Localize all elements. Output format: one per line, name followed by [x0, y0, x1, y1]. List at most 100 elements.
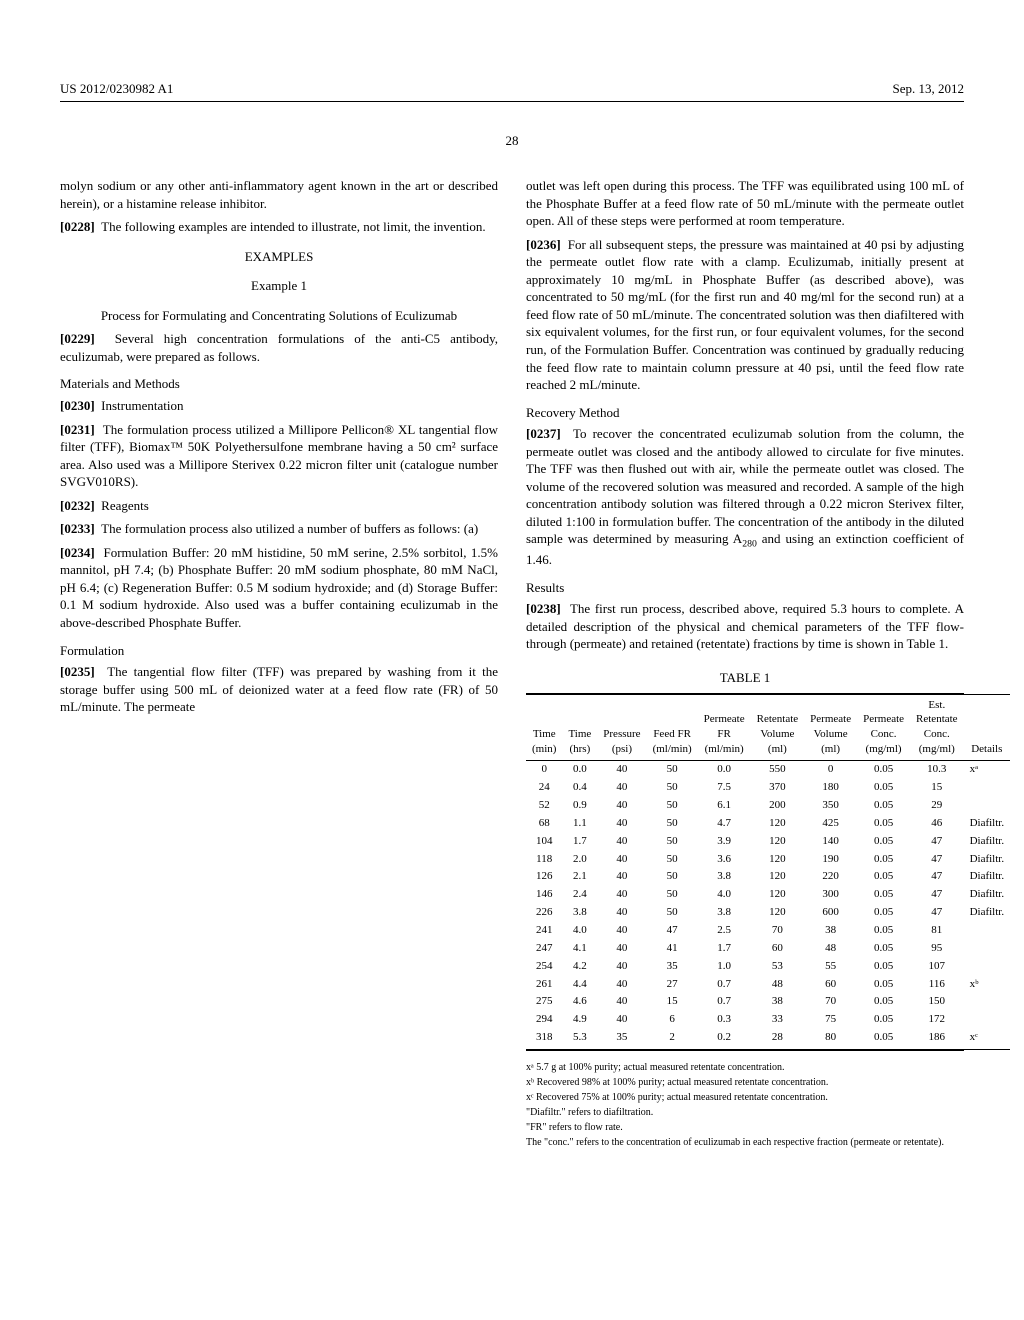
- table-cell: 0.7: [698, 993, 751, 1011]
- table-header-cell: Est. Retentate Conc.(mg/ml): [910, 694, 964, 760]
- para-num: [0231]: [60, 422, 95, 437]
- table-cell: 120: [751, 886, 805, 904]
- para-0233: [0233] The formulation process also util…: [60, 520, 498, 538]
- table-cell: 47: [910, 850, 964, 868]
- table-cell: 35: [597, 1029, 646, 1050]
- table-cell: 0.05: [857, 1029, 910, 1050]
- footnote-line: xᵃ 5.7 g at 100% purity; actual measured…: [526, 1061, 964, 1075]
- table-header-cell: Permeate FR(ml/min): [698, 694, 751, 760]
- table-cell: 29: [910, 797, 964, 815]
- table-row: 2474.140411.760480.0595: [526, 939, 1010, 957]
- table-cell: 4.4: [562, 975, 597, 993]
- table-cell: 0.05: [857, 957, 910, 975]
- table-cell: 46: [910, 814, 964, 832]
- table-cell: 60: [751, 939, 805, 957]
- page-header: US 2012/0230982 A1 Sep. 13, 2012: [60, 80, 964, 102]
- table-cell: [964, 921, 1011, 939]
- table-cell: 70: [751, 921, 805, 939]
- table-header-cell: Pressure(psi): [597, 694, 646, 760]
- table-cell: 47: [910, 904, 964, 922]
- para-text: The first run process, described above, …: [526, 601, 964, 651]
- table-cell: 146: [526, 886, 562, 904]
- table-cell: 300: [804, 886, 857, 904]
- table-cell: 4.2: [562, 957, 597, 975]
- table-cell: 50: [647, 760, 698, 778]
- table-cell: Diafiltr.: [964, 904, 1011, 922]
- footnote-line: "FR" refers to flow rate.: [526, 1121, 964, 1135]
- table-body: 00.040500.055000.0510.3xᵃ240.440507.5370…: [526, 760, 1010, 1049]
- para-0237: [0237] To recover the concentrated eculi…: [526, 425, 964, 569]
- table-cell: 120: [751, 832, 805, 850]
- table-row: 240.440507.53701800.0515: [526, 779, 1010, 797]
- para-text: Several high concentration formulations …: [60, 331, 498, 364]
- table-cell: 116: [910, 975, 964, 993]
- table-cell: 0.05: [857, 832, 910, 850]
- table-cell: 2.0: [562, 850, 597, 868]
- table-cell: 70: [804, 993, 857, 1011]
- table-cell: 95: [910, 939, 964, 957]
- table-cell: [964, 1011, 1011, 1029]
- table-cell: 6.1: [698, 797, 751, 815]
- table-cell: 40: [597, 1011, 646, 1029]
- table-cell: 80: [804, 1029, 857, 1050]
- table-cell: 40: [597, 760, 646, 778]
- table-cell: 0.05: [857, 850, 910, 868]
- table-cell: 75: [804, 1011, 857, 1029]
- table-row: 1462.440504.01203000.0547Diafiltr.: [526, 886, 1010, 904]
- table-row: 1182.040503.61201900.0547Diafiltr.: [526, 850, 1010, 868]
- table-cell: 40: [597, 832, 646, 850]
- table-cell: 0.0: [562, 760, 597, 778]
- table-cell: 68: [526, 814, 562, 832]
- table-cell: 1.7: [562, 832, 597, 850]
- data-table: Time(min)Time(hrs)Pressure(psi)Feed FR(m…: [526, 694, 1010, 1050]
- table-cell: 0.3: [698, 1011, 751, 1029]
- table-cell: 47: [647, 921, 698, 939]
- table-cell: Diafiltr.: [964, 814, 1011, 832]
- table-row: 1262.140503.81202200.0547Diafiltr.: [526, 868, 1010, 886]
- table-cell: 275: [526, 993, 562, 1011]
- table-cell: 0.05: [857, 886, 910, 904]
- table-cell: 4.0: [698, 886, 751, 904]
- table-cell: 0.05: [857, 939, 910, 957]
- table-cell: 550: [751, 760, 805, 778]
- table-cell: 0.05: [857, 797, 910, 815]
- table-cell: 0: [526, 760, 562, 778]
- table-cell: 120: [751, 814, 805, 832]
- para-0228: [0228] The following examples are intend…: [60, 218, 498, 236]
- table-cell: 425: [804, 814, 857, 832]
- table-cell: 33: [751, 1011, 805, 1029]
- table-cell: 50: [647, 868, 698, 886]
- table-cell: 48: [804, 939, 857, 957]
- table-cell: 226: [526, 904, 562, 922]
- table-1: TABLE 1 Time(min)Time(hrs)Pressure(psi)F…: [526, 669, 964, 1150]
- table-cell: 50: [647, 886, 698, 904]
- table-cell: 52: [526, 797, 562, 815]
- table-cell: xᵃ: [964, 760, 1011, 778]
- para-num: [0228]: [60, 219, 95, 234]
- right-column: outlet was left open during this process…: [526, 177, 964, 1151]
- table-cell: 60: [804, 975, 857, 993]
- table-cell: 4.7: [698, 814, 751, 832]
- table-cell: 41: [647, 939, 698, 957]
- table-cell: 190: [804, 850, 857, 868]
- table-cell: 120: [751, 868, 805, 886]
- table-cell: 4.9: [562, 1011, 597, 1029]
- para-text: The formulation process also utilized a …: [101, 521, 478, 536]
- table-cell: 261: [526, 975, 562, 993]
- table-cell: 28: [751, 1029, 805, 1050]
- table-cell: 50: [647, 850, 698, 868]
- table-row: 520.940506.12003500.0529: [526, 797, 1010, 815]
- publication-date: Sep. 13, 2012: [893, 80, 965, 98]
- table-cell: 15: [910, 779, 964, 797]
- table-cell: 40: [597, 797, 646, 815]
- table-row: 2614.440270.748600.05116xᵇ: [526, 975, 1010, 993]
- text-columns: molyn sodium or any other anti-inflammat…: [60, 177, 964, 1151]
- table-cell: 4.6: [562, 993, 597, 1011]
- para-0235-cont: outlet was left open during this process…: [526, 177, 964, 230]
- para-num: [0230]: [60, 398, 95, 413]
- para-0235: [0235] The tangential flow filter (TFF) …: [60, 663, 498, 716]
- para-num: [0229]: [60, 331, 95, 346]
- table-cell: 0.05: [857, 921, 910, 939]
- table-cell: 10.3: [910, 760, 964, 778]
- table-cell: 15: [647, 993, 698, 1011]
